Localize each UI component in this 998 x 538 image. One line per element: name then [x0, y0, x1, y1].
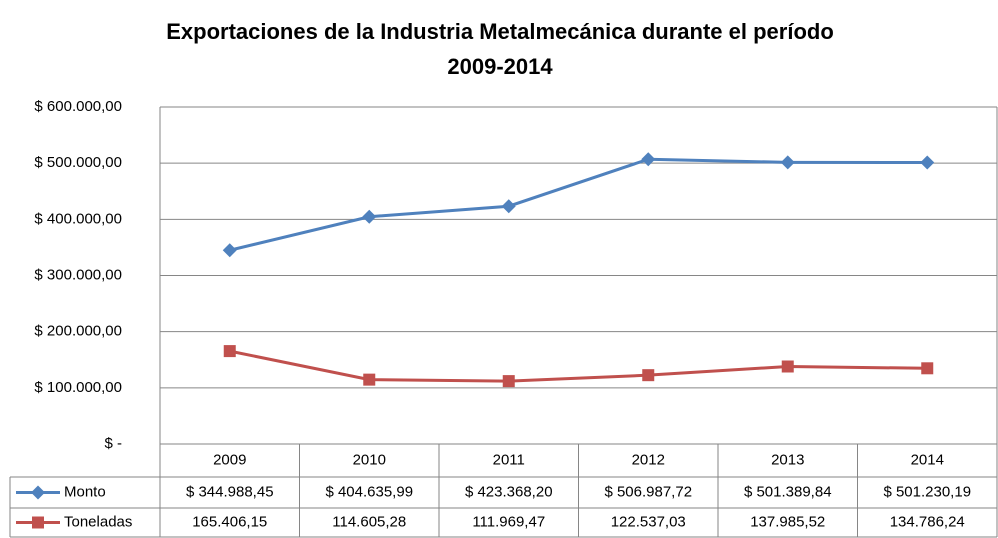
- data-table-value: 111.969,47: [472, 513, 545, 530]
- data-table-value: 165.406,15: [192, 513, 267, 530]
- y-tick-label: $ 100.000,00: [34, 379, 122, 396]
- x-tick-label: 2010: [353, 451, 386, 468]
- marker: [921, 362, 934, 375]
- y-tick-label: $ -: [104, 435, 122, 452]
- marker: [222, 243, 237, 258]
- x-tick-label: 2009: [213, 451, 246, 468]
- data-table-value: $ 501.389,84: [744, 483, 832, 500]
- data-table-value: $ 423.368,20: [465, 483, 553, 500]
- data-table-value: $ 506.987,72: [604, 483, 692, 500]
- x-tick-label: 2012: [632, 451, 665, 468]
- data-table-value: 114.605,28: [332, 513, 406, 530]
- y-tick-label: $ 300.000,00: [34, 266, 122, 283]
- data-table-value: $ 404.635,99: [325, 483, 413, 500]
- y-tick-label: $ 600.000,00: [34, 98, 122, 115]
- marker: [501, 199, 516, 214]
- chart-title: Exportaciones de la Industria Metalmecán…: [166, 19, 834, 44]
- marker: [781, 360, 794, 373]
- data-table-value: $ 344.988,45: [186, 483, 274, 500]
- series-line: [229, 349, 928, 383]
- marker: [32, 516, 44, 529]
- legend-label: Toneladas: [64, 513, 132, 530]
- x-tick-label: 2013: [771, 451, 804, 468]
- marker: [641, 152, 656, 167]
- marker: [920, 155, 935, 170]
- data-table-value: 137.985,52: [750, 513, 825, 530]
- y-tick-label: $ 400.000,00: [34, 210, 122, 227]
- marker: [502, 375, 515, 388]
- data-table-value: 134.786,24: [890, 513, 965, 530]
- marker: [223, 345, 236, 358]
- series-line: [229, 157, 928, 252]
- chart-title: 2009-2014: [447, 54, 553, 79]
- marker: [780, 155, 795, 170]
- data-table-value: $ 501.230,19: [883, 483, 971, 500]
- x-tick-label: 2011: [493, 451, 525, 468]
- marker: [31, 485, 45, 500]
- x-tick-label: 2014: [911, 451, 944, 468]
- marker: [363, 373, 376, 386]
- y-tick-label: $ 500.000,00: [34, 154, 122, 171]
- y-tick-label: $ 200.000,00: [34, 323, 122, 340]
- marker: [362, 209, 377, 224]
- legend-label: Monto: [64, 483, 106, 500]
- data-table-value: 122.537,03: [611, 513, 686, 530]
- marker: [642, 369, 655, 382]
